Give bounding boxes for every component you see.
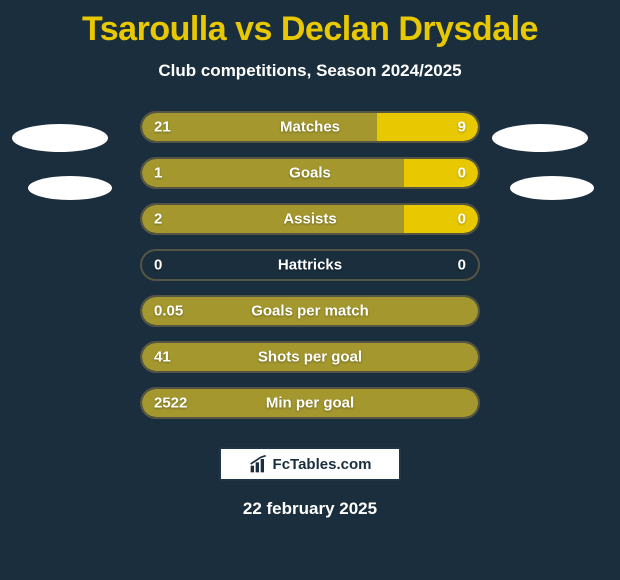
stat-label: Goals: [289, 165, 331, 182]
stat-row: 0 0 Hattricks: [140, 249, 480, 281]
stat-bar-left: [142, 159, 404, 187]
footer-date: 22 february 2025: [0, 499, 620, 519]
stat-value-left: 2: [154, 211, 162, 228]
stat-row: 21 9 Matches: [140, 111, 480, 143]
stat-value-right: 9: [458, 119, 466, 136]
stat-row: 2 0 Assists: [140, 203, 480, 235]
page-title: Tsaroulla vs Declan Drysdale: [0, 0, 620, 49]
logo-text: FcTables.com: [273, 456, 372, 473]
stat-value-right: 0: [458, 257, 466, 274]
fctables-logo[interactable]: FcTables.com: [219, 447, 401, 481]
stat-bar-left: [142, 113, 377, 141]
stats-container: 21 9 Matches 1 0 Goals 2 0 Assists 0 0 Hattricks 0.0…: [0, 111, 620, 419]
subtitle: Club competitions, Season 2024/2025: [0, 61, 620, 81]
stat-row: 41 Shots per goal: [140, 341, 480, 373]
stat-label: Min per goal: [266, 395, 354, 412]
stat-value-left: 41: [154, 349, 171, 366]
stat-bar-right: [404, 159, 478, 187]
chart-icon: [249, 454, 269, 474]
stat-label: Shots per goal: [258, 349, 362, 366]
stat-value-left: 21: [154, 119, 171, 136]
stat-value-left: 2522: [154, 395, 187, 412]
stat-label: Assists: [283, 211, 336, 228]
stat-value-left: 0.05: [154, 303, 183, 320]
stat-value-left: 1: [154, 165, 162, 182]
stat-label: Hattricks: [278, 257, 342, 274]
stat-bar-right: [404, 205, 478, 233]
stat-label: Matches: [280, 119, 340, 136]
stat-value-right: 0: [458, 211, 466, 228]
stat-row: 0.05 Goals per match: [140, 295, 480, 327]
stat-bar-left: [142, 205, 404, 233]
stat-row: 2522 Min per goal: [140, 387, 480, 419]
stat-label: Goals per match: [251, 303, 369, 320]
stat-value-right: 0: [458, 165, 466, 182]
stat-row: 1 0 Goals: [140, 157, 480, 189]
stat-value-left: 0: [154, 257, 162, 274]
